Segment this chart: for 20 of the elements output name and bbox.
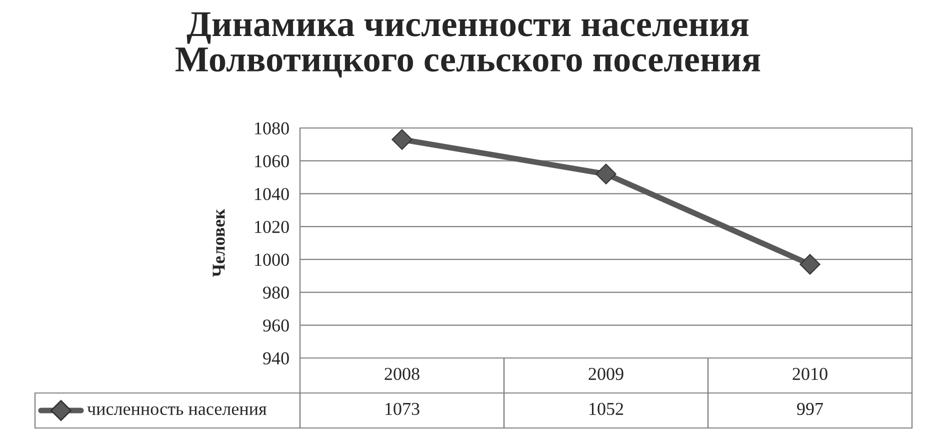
point (800, 254, 820, 275)
point (392, 129, 412, 150)
y-tick-label: 1000 (255, 254, 289, 266)
y-tick-label: 960 (263, 319, 289, 332)
x-tick-label: 2010 (792, 368, 828, 380)
y-axis-title: Человек (212, 208, 225, 277)
legend-label: численность населения (87, 406, 266, 416)
y-tick-label: 1020 (255, 220, 289, 234)
y-tick-label: 940 (263, 352, 289, 364)
data-label: 1073 (386, 402, 420, 416)
y-tick-label: 1080 (255, 122, 289, 134)
y-tick-label: 980 (263, 286, 289, 299)
x-tick-label: 2008 (384, 368, 420, 380)
data-label: 997 (797, 402, 824, 416)
y-tick-label: 1040 (255, 188, 289, 200)
data-label: 1052 (590, 402, 624, 416)
chart-title: Динамика численности населения Молвотицкого сельского поселения (176, 12, 760, 78)
x-tick-label: 2009 (588, 368, 624, 380)
point (596, 164, 616, 184)
y-tick-label: 1060 (255, 155, 289, 168)
